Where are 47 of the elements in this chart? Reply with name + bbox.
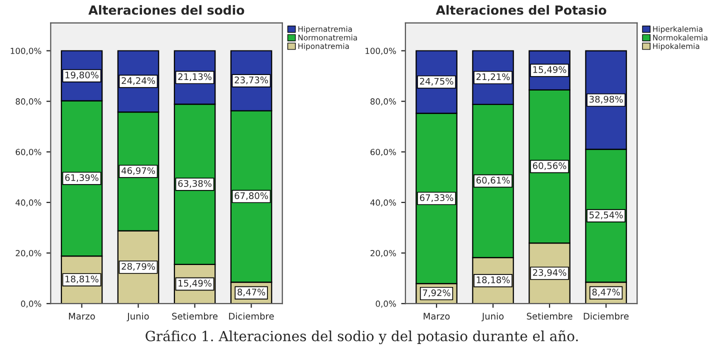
y-tick-label: 100,0%	[366, 48, 396, 55]
data-label: 15,49%	[178, 280, 212, 288]
data-label: 7,92%	[422, 289, 450, 298]
x-tick-label: Diciembre	[229, 312, 274, 320]
y-tick-label: 20,0%	[370, 250, 396, 258]
data-label: 21,13%	[178, 73, 212, 82]
data-label: 18,18%	[476, 276, 510, 284]
data-label: 24,75%	[420, 78, 454, 86]
data-label: 60,61%	[476, 176, 510, 185]
data-label: 63,38%	[178, 180, 212, 188]
data-label: 24,24%	[122, 77, 155, 85]
y-tick-label: 0,0%	[21, 300, 42, 308]
y-tick-label: 0,0%	[376, 300, 396, 308]
x-tick-label: Marzo	[68, 312, 95, 320]
data-label: 23,73%	[234, 76, 268, 84]
data-label: 23,94%	[532, 269, 566, 277]
y-tick-label: 60,0%	[16, 148, 42, 156]
data-label: 19,80%	[66, 72, 98, 80]
data-label: 38,98%	[590, 96, 623, 104]
x-tick-label: Setiembre	[172, 312, 218, 320]
data-label: 60,56%	[532, 162, 566, 170]
data-label: 61,39%	[65, 174, 98, 182]
data-label: 28,79%	[122, 262, 155, 271]
data-label: 67,80%	[234, 192, 268, 200]
y-tick-label: 40,0%	[370, 199, 396, 207]
data-label: 46,97%	[121, 167, 155, 175]
x-tick-label: Marzo	[424, 312, 450, 320]
x-tick-label: Junio	[481, 312, 504, 322]
data-label: 8,47%	[238, 288, 266, 296]
data-label: 67,33%	[420, 194, 454, 202]
data-label: 15,49%	[533, 66, 566, 74]
text: Gráfico 1. Alteraciones del sodio y del potasio durante el año.	[146, 330, 578, 344]
data-label: 18,81%	[66, 276, 98, 284]
y-tick-label: 80,0%	[370, 98, 396, 106]
y-tick-label: 40,0%	[16, 199, 42, 207]
data-label: 21,21%	[476, 73, 510, 82]
y-tick-label: 80,0%	[16, 98, 42, 106]
chart-title: Alteraciones del sodio	[88, 5, 244, 15]
data-label: 52,54%	[590, 212, 623, 220]
y-tick-label: 100,0%	[10, 48, 42, 55]
x-tick-label: Junio	[126, 312, 149, 322]
x-tick-label: Setiembre	[526, 312, 572, 320]
y-tick-label: 60,0%	[370, 148, 396, 156]
x-tick-label: Diciembre	[584, 312, 629, 320]
data-label: 8,47%	[592, 288, 620, 296]
chart-title: Alteraciones del Potasio	[436, 5, 606, 15]
y-tick-label: 20,0%	[16, 250, 42, 258]
